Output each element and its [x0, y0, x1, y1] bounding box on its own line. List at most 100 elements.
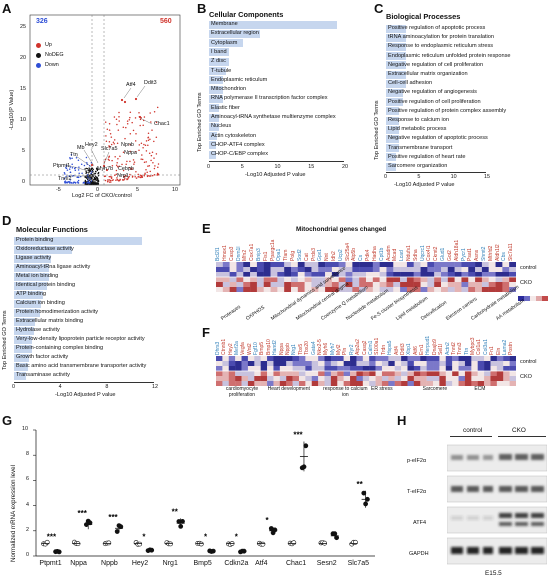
count-down: 326	[36, 18, 48, 25]
heatmap-cell	[413, 267, 421, 272]
heatmap-cell	[458, 371, 466, 376]
volcano-point	[130, 168, 132, 170]
heatmap-cell	[484, 371, 491, 376]
heatmap-cell	[267, 381, 274, 386]
volcano-point	[115, 169, 118, 172]
heatmap-cell	[325, 282, 333, 287]
bp-term-row: Negative regulation of apoptotic process	[386, 134, 488, 143]
volcano-point	[148, 175, 151, 177]
mf-xtick: 0	[12, 384, 15, 390]
mf-term-label: Protein-containing complex binding	[16, 345, 104, 351]
heatmap-cell	[477, 356, 485, 361]
heatmap-gene-label: Wnt2	[246, 343, 253, 355]
mf-term-bar	[14, 236, 143, 245]
heatmap-gene-label: Tfam	[283, 249, 290, 261]
heatmap-cell	[243, 287, 251, 292]
xtick-m5: -5	[56, 187, 61, 193]
volcano-point	[131, 176, 134, 178]
heatmap-cell	[273, 371, 281, 376]
volcano-point	[147, 144, 149, 146]
heatmap-cell	[484, 376, 491, 381]
mf-term-row: Ligase activity	[14, 254, 154, 263]
volcano-point	[75, 181, 77, 184]
heatmap-cell	[325, 262, 333, 267]
mf-xtick: 12	[152, 384, 158, 390]
heatmap-cell	[454, 277, 462, 282]
cc-term-bar	[209, 76, 223, 85]
bp-ylabel: Top Enriched GO Terms	[374, 100, 380, 160]
mf-term-row: Protein binding	[14, 236, 154, 245]
heatmap-cell	[331, 282, 339, 287]
heatmap-cell	[441, 287, 449, 292]
volcano-point	[145, 140, 148, 142]
volcano-point	[128, 119, 131, 121]
bp-term-bar	[386, 162, 396, 171]
heatmap-cell	[343, 356, 351, 361]
heatmap-gene-label: Sel1l	[438, 343, 445, 355]
heatmap-cell	[222, 356, 229, 361]
heatmap-cell	[420, 272, 428, 277]
heatmap-cell	[426, 356, 434, 361]
panel-g: G Normalized mRNA expression level *** **…	[0, 412, 380, 581]
heat-f-row-cko: CKO	[520, 374, 532, 380]
cc-term-row: CHOP-C/EBP complex	[209, 150, 344, 159]
heatmap-cell	[292, 376, 300, 381]
heatmap-cell	[216, 282, 224, 287]
heatmap-cell	[458, 356, 466, 361]
heatmap-gene-label: Nppa	[278, 343, 285, 355]
bp-term-label: Positive regulation of cell proliferatio…	[388, 98, 481, 105]
bp-term-row: Positive regulation of cell proliferatio…	[386, 98, 486, 107]
heatmap-cell	[362, 381, 370, 386]
heatmap-cell	[386, 287, 394, 292]
heatmap-category-label: OXPHOS	[245, 304, 266, 322]
volcano-point	[118, 165, 120, 168]
volcano-point	[149, 138, 151, 140]
wb-cko-bracket	[498, 436, 546, 437]
heatmap-cell	[393, 287, 401, 292]
heat-e-grid	[216, 262, 516, 292]
heatmap-cell	[401, 361, 408, 366]
heatmap-cell	[277, 267, 285, 272]
mf-term-bar	[14, 362, 28, 371]
heatmap-cell	[250, 287, 258, 292]
volcano-point	[106, 180, 109, 183]
heatmap-gene-label: Asns	[474, 249, 481, 261]
heatmap-cell	[509, 356, 516, 361]
volcano-point	[120, 98, 124, 102]
heatmap-cell	[464, 356, 472, 361]
bp-term-bar	[386, 107, 400, 116]
heatmap-cell	[338, 287, 346, 292]
mf-term-bar	[14, 335, 32, 344]
heatmap-cell	[452, 376, 459, 381]
volcano-point	[143, 174, 146, 177]
cc-term-label: RNA polymerase II transcription factor c…	[211, 95, 328, 102]
heatmap-cell	[441, 277, 449, 282]
heatmap-cell	[228, 356, 236, 361]
heatmap-cell	[379, 267, 387, 272]
qpcr-significance: ***	[108, 513, 118, 522]
bp-term-bar	[386, 42, 406, 51]
volcano-point	[69, 182, 71, 184]
volcano-point	[87, 176, 89, 178]
heatmap-cell	[345, 267, 353, 272]
heatmap-cell	[216, 272, 224, 277]
heatmap-category-label: Heart development	[267, 386, 310, 392]
gene-label-ptpmt1: Ptpmt1	[53, 163, 71, 169]
heatmap-gene-label: Pln	[342, 347, 349, 355]
heatmap-cell	[426, 381, 434, 386]
heatmap-gene-label: Col1a1	[476, 339, 483, 355]
volcano-xlabel: Log2 FC of CKO/control	[72, 193, 132, 199]
mf-term-bar	[14, 317, 35, 326]
heatmap-cell	[475, 277, 483, 282]
mf-term-bar	[14, 290, 44, 299]
heatmap-cell	[441, 272, 449, 277]
mf-term-bar	[14, 344, 32, 353]
volcano-point	[69, 166, 72, 168]
bp-term-label: Negative regulation of angiogenesis	[388, 89, 477, 96]
mf-term-row: Very-low-density lipoprotein particle re…	[14, 335, 154, 344]
volcano-point	[147, 165, 149, 167]
heatmap-cell	[393, 262, 401, 267]
heatmap-cell	[401, 366, 408, 371]
heatmap-cell	[284, 267, 292, 272]
volcano-point	[110, 176, 113, 178]
